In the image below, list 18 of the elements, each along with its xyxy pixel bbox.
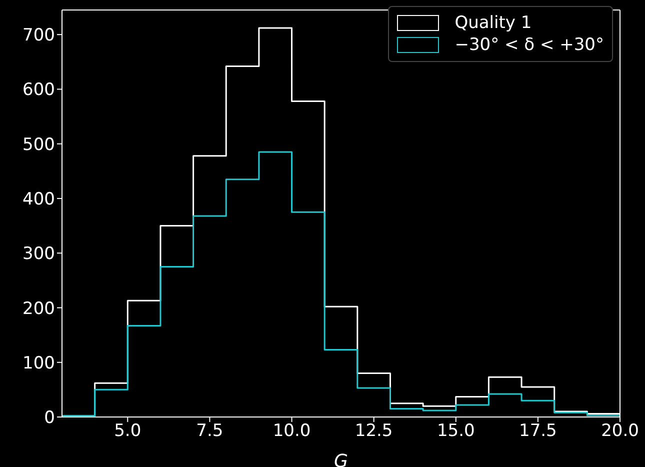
x-tick-label: 15.0 (436, 421, 475, 442)
y-tick-label: 200 (22, 298, 55, 319)
legend-label: −30° < δ < +30° (454, 35, 604, 55)
y-tick-label: 100 (22, 353, 55, 374)
y-tick-label: 0 (44, 408, 55, 428)
x-tick-label: 10.0 (272, 421, 311, 442)
legend-label: Quality 1 (454, 13, 532, 33)
x-axis-title: G (334, 451, 348, 467)
y-tick-label: 300 (22, 244, 55, 264)
x-tick-label: 5.0 (114, 421, 142, 442)
y-tick-label: 500 (22, 134, 55, 155)
x-tick-label: 12.5 (354, 421, 393, 442)
x-tick-label: 20.0 (601, 421, 639, 442)
y-tick-label: 700 (22, 26, 55, 46)
x-tick-label: 17.5 (519, 421, 557, 442)
x-tick-label: 7.5 (196, 421, 224, 442)
y-tick-label: 600 (22, 80, 55, 100)
y-tick-label: 400 (22, 190, 55, 210)
